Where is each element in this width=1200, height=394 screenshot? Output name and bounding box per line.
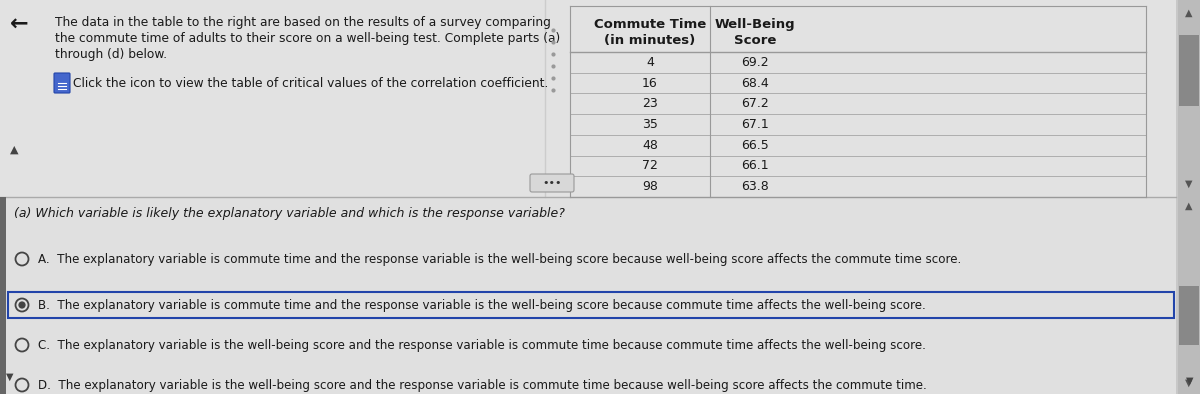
Text: A.  The explanatory variable is commute time and the response variable is the we: A. The explanatory variable is commute t… [38, 253, 961, 266]
Bar [0, 197, 1176, 394]
Text: Commute Time: Commute Time [594, 18, 706, 31]
Text: 48: 48 [642, 139, 658, 152]
Text: 72: 72 [642, 160, 658, 173]
Text: 63.8: 63.8 [742, 180, 769, 193]
Text: D.  The explanatory variable is the well-being score and the response variable i: D. The explanatory variable is the well-… [38, 379, 926, 392]
Bar [0, 0, 1176, 197]
Text: 66.5: 66.5 [742, 139, 769, 152]
Text: 67.1: 67.1 [742, 118, 769, 131]
Text: ▲: ▲ [10, 145, 18, 155]
Text: Well-Being: Well-Being [715, 18, 796, 31]
Text: ▲: ▲ [1186, 8, 1193, 18]
Text: 35: 35 [642, 118, 658, 131]
Bar [1180, 286, 1199, 345]
Text: (in minutes): (in minutes) [605, 34, 696, 47]
Text: Click the icon to view the table of critical values of the correlation coefficie: Click the icon to view the table of crit… [73, 76, 548, 89]
Text: ←: ← [10, 14, 29, 34]
Text: C.  The explanatory variable is the well-being score and the response variable i: C. The explanatory variable is the well-… [38, 338, 926, 351]
FancyBboxPatch shape [530, 174, 574, 192]
Text: 23: 23 [642, 97, 658, 110]
Text: ▼: ▼ [1186, 378, 1193, 388]
Text: the commute time of adults to their score on a well-being test. Complete parts (: the commute time of adults to their scor… [55, 32, 560, 45]
FancyBboxPatch shape [54, 73, 70, 93]
Bar [1180, 35, 1199, 106]
Text: 16: 16 [642, 76, 658, 89]
Text: 98: 98 [642, 180, 658, 193]
Text: B.  The explanatory variable is commute time and the response variable is the we: B. The explanatory variable is commute t… [38, 299, 925, 312]
Text: •••: ••• [542, 178, 562, 188]
Text: through (d) below.: through (d) below. [55, 48, 167, 61]
Text: Score: Score [734, 34, 776, 47]
Text: 67.2: 67.2 [742, 97, 769, 110]
Text: 69.2: 69.2 [742, 56, 769, 69]
Bar [1178, 0, 1200, 197]
Text: 4: 4 [646, 56, 654, 69]
Text: 66.1: 66.1 [742, 160, 769, 173]
Bar [1178, 197, 1200, 394]
Text: ▼: ▼ [1186, 179, 1193, 189]
Text: ▼: ▼ [6, 372, 13, 382]
Text: ▲: ▲ [1186, 201, 1193, 211]
Bar [0, 197, 6, 394]
Text: (a) Which variable is likely the explanatory variable and which is the response : (a) Which variable is likely the explana… [14, 207, 565, 220]
Text: 68.4: 68.4 [742, 76, 769, 89]
Text: The data in the table to the right are based on the results of a survey comparin: The data in the table to the right are b… [55, 16, 551, 29]
Circle shape [19, 302, 25, 308]
Text: ▼: ▼ [1187, 376, 1194, 386]
